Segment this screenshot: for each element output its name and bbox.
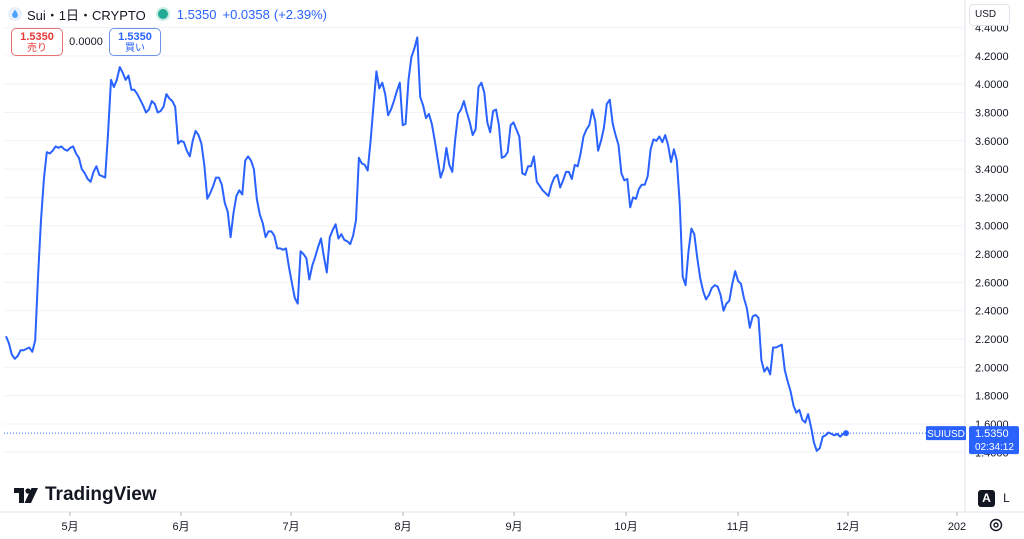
sell-label: 売り bbox=[27, 43, 47, 54]
price-tick-label: 4.2000 bbox=[975, 51, 1009, 63]
time-tick-label: 202 bbox=[948, 521, 966, 533]
tradingview-logo-icon bbox=[14, 487, 38, 503]
time-tick-label: 10月 bbox=[614, 521, 637, 533]
trade-panel: 1.5350 売り 0.0000 1.5350 買い bbox=[11, 28, 161, 56]
time-tick-label: 9月 bbox=[505, 521, 522, 533]
price-tick-label: 1.8000 bbox=[975, 391, 1009, 403]
price-tick-label: 3.0000 bbox=[975, 221, 1009, 233]
time-axis[interactable]: 5月 6月 7月 8月 9月 10月 11月 12月 202 bbox=[61, 512, 966, 533]
price-badge bbox=[969, 426, 1019, 455]
time-tick-label: 5月 bbox=[61, 521, 78, 533]
time-tick-label: 11月 bbox=[727, 521, 749, 533]
buy-price: 1.5350 bbox=[118, 31, 152, 43]
sui-logo-icon bbox=[8, 7, 22, 21]
tradingview-logo[interactable]: TradingView bbox=[14, 484, 157, 506]
spread-value: 0.0000 bbox=[69, 36, 103, 48]
symbol-title[interactable]: Sui・1日・CRYPTO bbox=[27, 7, 146, 23]
price-change-percent: (+2.39%) bbox=[273, 6, 327, 22]
price-tick-label: 2.2000 bbox=[975, 334, 1009, 346]
last-price-dot bbox=[843, 430, 849, 437]
market-open-icon bbox=[155, 7, 170, 21]
price-tick-label: 2.6000 bbox=[975, 277, 1009, 289]
buy-label: 買い bbox=[125, 43, 145, 54]
time-tick-label: 8月 bbox=[394, 521, 411, 533]
price-series bbox=[4, 36, 965, 452]
price-change: +0.0358 bbox=[222, 6, 270, 22]
settings-gear-icon[interactable] bbox=[988, 517, 1004, 533]
buy-button[interactable]: 1.5350 買い bbox=[109, 28, 161, 56]
symbol-badge-label: SUIUSD bbox=[927, 429, 965, 440]
log-scale-button[interactable]: L bbox=[1003, 491, 1010, 505]
price-tick-label: 3.8000 bbox=[975, 107, 1009, 119]
time-tick-label: 7月 bbox=[282, 521, 299, 533]
sell-price: 1.5350 bbox=[20, 31, 54, 43]
price-axis[interactable]: 1.40001.60001.80002.00002.20002.40002.60… bbox=[4, 23, 1009, 460]
last-price-marker: SUIUSD 1.5350 02:34:12 bbox=[926, 426, 1019, 455]
time-tick-label: 6月 bbox=[172, 521, 189, 533]
price-badge-value: 1.5350 bbox=[975, 428, 1009, 440]
price-tick-label: 4.0000 bbox=[975, 79, 1009, 91]
price-tick-label: 3.6000 bbox=[975, 136, 1009, 148]
time-tick-label: 12月 bbox=[836, 521, 859, 533]
price-tick-label: 2.8000 bbox=[975, 249, 1009, 261]
price-tick-label: 3.4000 bbox=[975, 164, 1009, 176]
price-tick-label: 2.4000 bbox=[975, 306, 1009, 318]
auto-scale-button[interactable]: A bbox=[978, 490, 995, 507]
price-badge-countdown: 02:34:12 bbox=[975, 442, 1014, 453]
logo-text: TradingView bbox=[45, 484, 157, 505]
current-price: 1.5350 bbox=[176, 6, 217, 22]
price-tick-label: 2.0000 bbox=[975, 362, 1009, 374]
sell-button[interactable]: 1.5350 売り bbox=[11, 28, 63, 56]
symbol-badge bbox=[926, 426, 966, 441]
price-line bbox=[5, 36, 847, 452]
symbol-header[interactable]: Sui・1日・CRYPTO 1.5350 +0.0358 (+2.39%) bbox=[8, 5, 327, 23]
currency-selector[interactable]: USD bbox=[969, 4, 1010, 26]
price-tick-label: 3.2000 bbox=[975, 192, 1009, 204]
